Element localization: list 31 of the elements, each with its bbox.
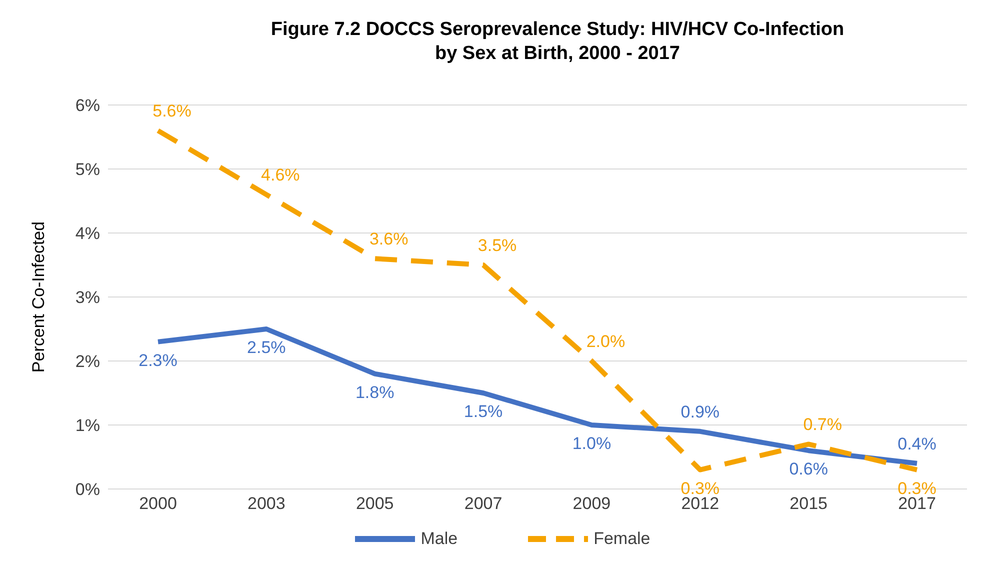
x-tick-label: 2000 — [139, 494, 177, 514]
x-tick-label: 2007 — [464, 494, 502, 514]
y-tick-label: 6% — [75, 96, 100, 116]
y-tick-label: 4% — [75, 224, 100, 244]
data-label: 5.6% — [152, 102, 192, 121]
data-label: 3.6% — [369, 230, 408, 249]
y-tick-label: 5% — [75, 160, 100, 180]
chart-title: Figure 7.2 DOCCS Seroprevalence Study: HIV/HCV Co-Infection by Sex at Birth, 2000 - 2017 — [270, 18, 846, 66]
data-label: 3.5% — [478, 236, 517, 255]
data-label: 2.5% — [247, 338, 286, 357]
x-tick-label: 2009 — [572, 494, 611, 514]
data-label: 2.3% — [138, 350, 178, 370]
x-tick-label: 2003 — [248, 494, 286, 514]
data-label: 4.6% — [261, 166, 300, 185]
y-tick-label: 0% — [75, 480, 100, 500]
y-tick-label: 3% — [75, 288, 100, 308]
data-label: 0.7% — [803, 415, 842, 434]
y-tick-label: 2% — [75, 352, 100, 372]
data-label: 0.6% — [789, 460, 828, 479]
legend-label: Male — [420, 529, 458, 549]
legend-label: Female — [592, 529, 650, 549]
y-tick-label: 1% — [75, 416, 100, 436]
data-label: 2.0% — [586, 332, 626, 351]
data-label: 1.0% — [572, 434, 612, 453]
x-tick-label: 2015 — [790, 494, 828, 514]
x-tick-label: 2005 — [356, 494, 394, 514]
data-label: 1.8% — [355, 382, 394, 402]
data-label: 0.9% — [680, 402, 720, 422]
y-axis-title: Percent Co-Infected — [29, 221, 48, 373]
data-label: 0.4% — [898, 434, 936, 454]
data-label: 1.5% — [464, 402, 503, 421]
